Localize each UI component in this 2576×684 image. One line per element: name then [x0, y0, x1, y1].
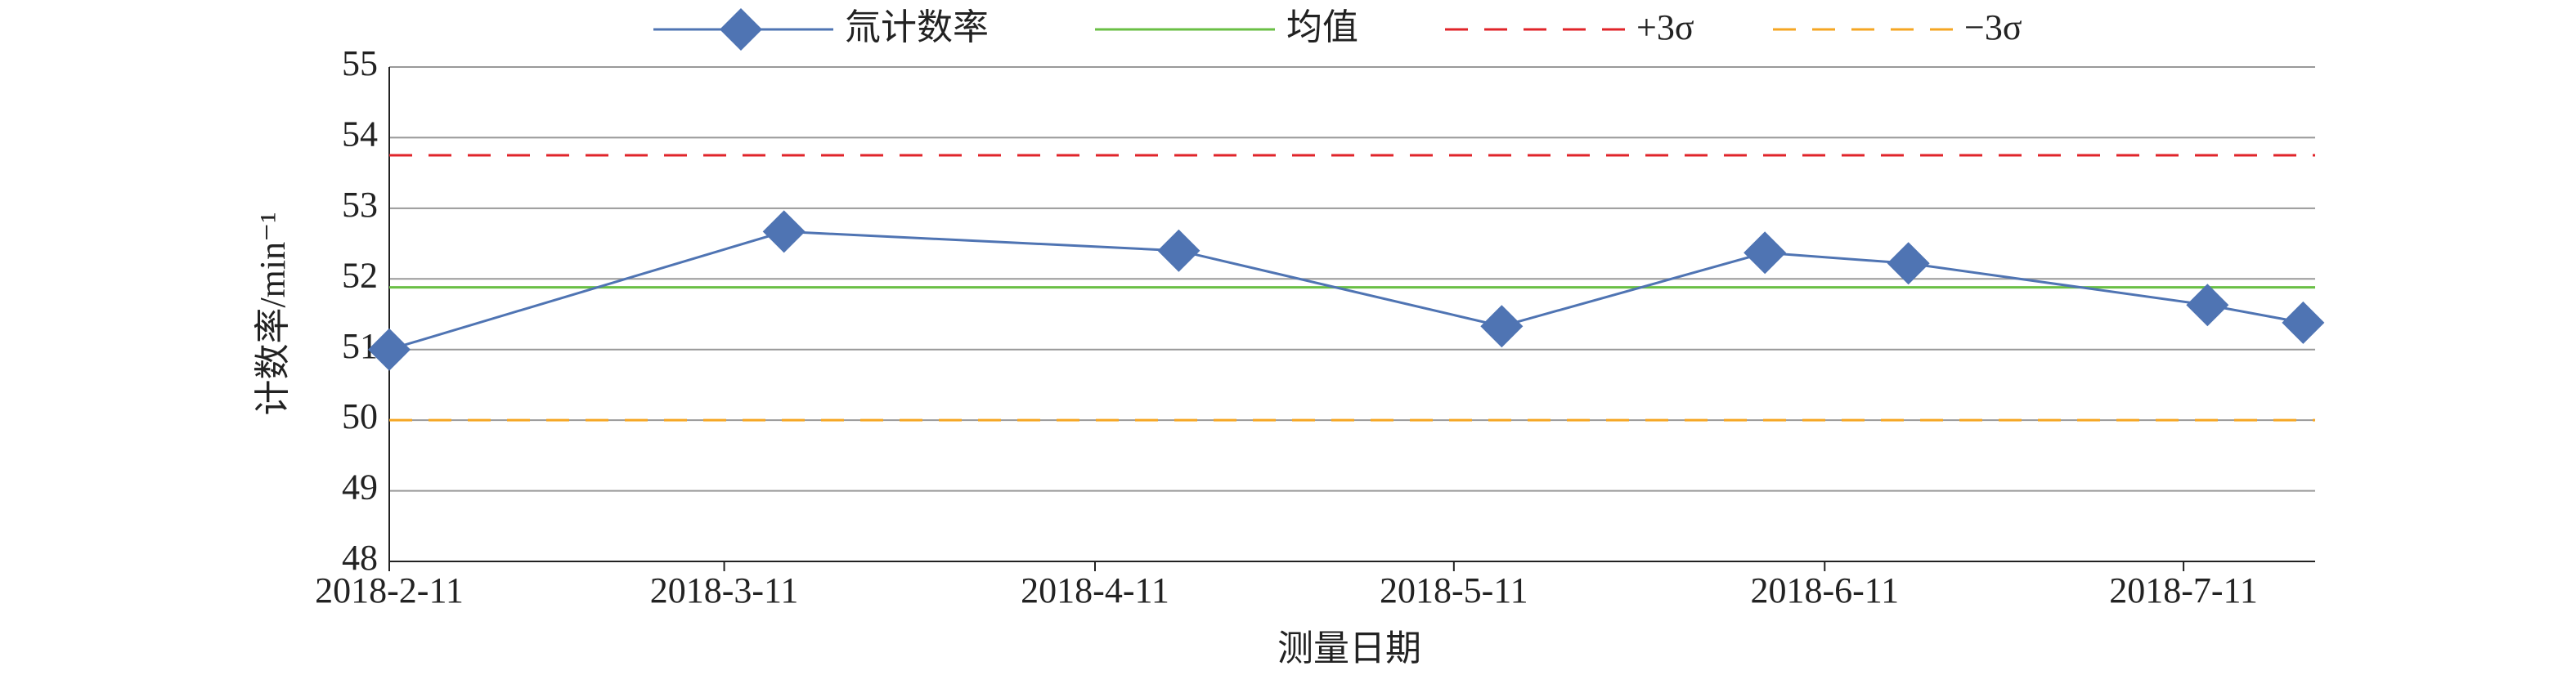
- x-tick-label: 2018-7-11: [2109, 570, 2258, 610]
- series-line: [388, 230, 2304, 351]
- data-point: [368, 328, 411, 371]
- y-tick-label: 49: [342, 467, 378, 507]
- y-tick-label: 52: [342, 255, 378, 295]
- y-tick-label: 54: [342, 114, 378, 154]
- legend-marker: [720, 8, 762, 51]
- x-tick-label: 2018-6-11: [1750, 570, 1899, 610]
- data-point: [1480, 305, 1524, 348]
- y-tick-label: 55: [342, 43, 378, 83]
- x-tick-label: 2018-3-11: [650, 570, 799, 610]
- data-point: [1157, 229, 1200, 272]
- legend-label: 氚计数率: [845, 7, 989, 47]
- data-point: [2282, 301, 2325, 344]
- legend-label: 均值: [1286, 7, 1358, 47]
- y-axis-label: 计数率/min⁻¹: [253, 212, 293, 415]
- data-point: [1744, 231, 1787, 275]
- y-tick-label: 50: [342, 396, 378, 436]
- x-tick-label: 2018-4-11: [1021, 570, 1169, 610]
- x-tick-label: 2018-2-11: [315, 570, 464, 610]
- legend-label: −3σ: [1964, 7, 2022, 47]
- data-point: [2186, 284, 2229, 327]
- x-axis-label: 测量日期: [1277, 628, 1421, 668]
- x-tick-label: 2018-5-11: [1380, 570, 1528, 610]
- data-point: [762, 210, 806, 253]
- legend-label: +3σ: [1636, 7, 1694, 47]
- y-tick-label: 48: [342, 538, 378, 578]
- y-tick-label: 53: [342, 185, 378, 225]
- data-point: [1887, 242, 1930, 285]
